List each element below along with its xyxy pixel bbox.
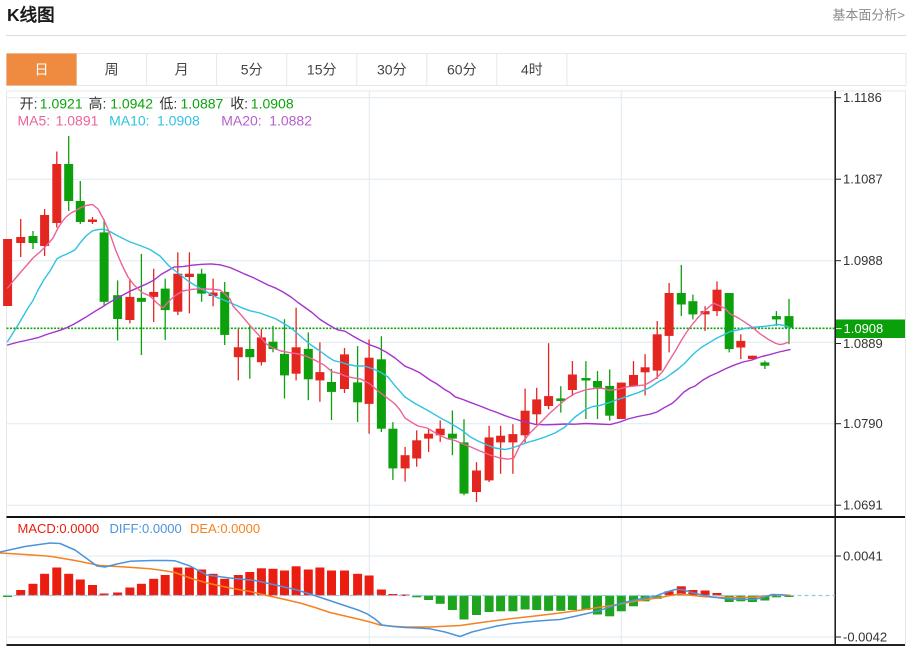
svg-text:4时: 4时 bbox=[521, 62, 543, 78]
svg-text:0.0041: 0.0041 bbox=[843, 549, 883, 564]
svg-text:1.1087: 1.1087 bbox=[843, 172, 883, 187]
svg-text:1.0988: 1.0988 bbox=[843, 253, 883, 268]
svg-text:15分: 15分 bbox=[307, 62, 337, 78]
svg-text:60分: 60分 bbox=[447, 62, 477, 78]
svg-text:30分: 30分 bbox=[377, 62, 407, 78]
svg-text:1.0790: 1.0790 bbox=[843, 416, 883, 431]
svg-text:1.0908: 1.0908 bbox=[844, 321, 884, 336]
svg-text:日: 日 bbox=[35, 62, 49, 78]
svg-text:K线图: K线图 bbox=[7, 5, 55, 25]
svg-text:月: 月 bbox=[175, 62, 189, 78]
svg-text:1.0889: 1.0889 bbox=[843, 336, 883, 351]
svg-text:基本面分析>: 基本面分析> bbox=[832, 8, 905, 23]
svg-text:5分: 5分 bbox=[241, 62, 263, 78]
svg-text:周: 周 bbox=[105, 62, 119, 78]
svg-text:-0.0042: -0.0042 bbox=[843, 630, 887, 645]
svg-text:1.0691: 1.0691 bbox=[843, 498, 883, 513]
svg-text:1.1186: 1.1186 bbox=[843, 90, 882, 105]
